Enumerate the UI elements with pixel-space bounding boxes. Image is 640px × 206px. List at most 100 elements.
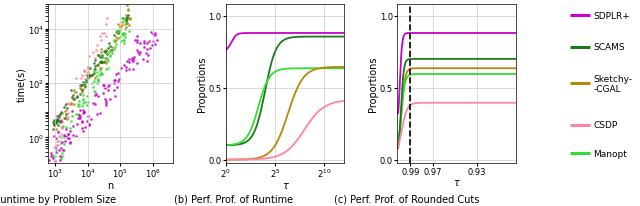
Point <box>63 102 73 106</box>
Point <box>96 72 106 76</box>
Point <box>68 125 79 128</box>
Point <box>109 48 119 51</box>
Point <box>121 69 131 72</box>
Point <box>90 94 100 97</box>
Point <box>119 39 129 42</box>
Point <box>60 135 70 138</box>
Point <box>44 164 54 167</box>
Point <box>83 101 93 104</box>
Point <box>92 44 102 48</box>
Point <box>76 84 86 88</box>
Point <box>148 33 158 36</box>
Point <box>48 120 58 124</box>
Point <box>99 32 109 36</box>
Point <box>113 23 124 27</box>
Point <box>79 111 89 114</box>
Point <box>84 75 95 78</box>
Point <box>145 47 155 50</box>
Point <box>75 87 85 90</box>
Point <box>82 74 92 77</box>
Point <box>95 69 105 73</box>
Point <box>119 32 129 36</box>
Point <box>86 74 97 77</box>
Point <box>91 93 101 96</box>
Point <box>59 117 69 120</box>
Point <box>63 137 74 140</box>
Point <box>141 53 151 56</box>
Point <box>122 22 132 26</box>
Point <box>115 40 125 43</box>
Point <box>118 34 128 37</box>
Point <box>78 98 88 102</box>
Point <box>50 159 60 163</box>
Point <box>120 36 130 39</box>
Point <box>78 88 88 91</box>
Point <box>56 111 67 114</box>
Point <box>99 87 109 90</box>
Point <box>92 64 102 67</box>
Point <box>115 26 125 30</box>
Point <box>132 35 143 38</box>
Point <box>49 118 59 122</box>
Point <box>150 35 161 38</box>
Point <box>48 163 58 166</box>
Point <box>77 91 87 95</box>
Point <box>88 51 99 54</box>
Point <box>95 61 106 65</box>
Point <box>128 58 138 62</box>
Point <box>81 78 92 82</box>
Point <box>90 57 100 61</box>
Point <box>91 49 101 52</box>
Point <box>54 116 65 119</box>
Point <box>77 84 88 88</box>
Point <box>61 103 71 106</box>
Point <box>58 149 68 152</box>
Point <box>111 73 121 77</box>
Point <box>69 89 79 92</box>
Point <box>46 151 56 154</box>
Point <box>80 85 90 88</box>
Point <box>116 24 127 27</box>
Point <box>74 100 84 103</box>
Point <box>110 94 120 98</box>
Point <box>61 109 72 112</box>
Point <box>117 33 127 37</box>
Point <box>98 84 108 87</box>
Point <box>52 131 63 134</box>
Point <box>75 115 85 118</box>
Point <box>83 66 93 69</box>
Point <box>138 43 148 46</box>
Point <box>67 103 77 106</box>
Point <box>133 53 143 57</box>
Point <box>52 124 63 127</box>
Point <box>91 75 101 78</box>
Point <box>55 113 65 116</box>
Point <box>97 92 108 95</box>
Point <box>84 123 95 126</box>
Text: CSDP: CSDP <box>593 121 618 129</box>
Point <box>134 42 145 46</box>
Point <box>90 70 100 74</box>
Point <box>77 121 88 124</box>
Point <box>68 103 79 106</box>
Point <box>142 60 152 64</box>
Point <box>95 111 106 115</box>
Point <box>93 80 103 83</box>
Point <box>109 39 120 42</box>
Point <box>101 50 111 54</box>
Point <box>95 56 105 59</box>
Point <box>118 40 128 43</box>
Point <box>78 94 88 98</box>
Point <box>92 113 102 116</box>
Point <box>51 148 61 151</box>
Point <box>80 70 90 73</box>
Point <box>61 115 71 118</box>
Point <box>73 112 83 116</box>
Point <box>49 123 59 126</box>
Point <box>103 85 113 89</box>
Point <box>61 118 72 121</box>
Point <box>133 51 143 54</box>
Point <box>116 18 127 21</box>
Point <box>103 47 113 50</box>
Point <box>51 136 61 139</box>
